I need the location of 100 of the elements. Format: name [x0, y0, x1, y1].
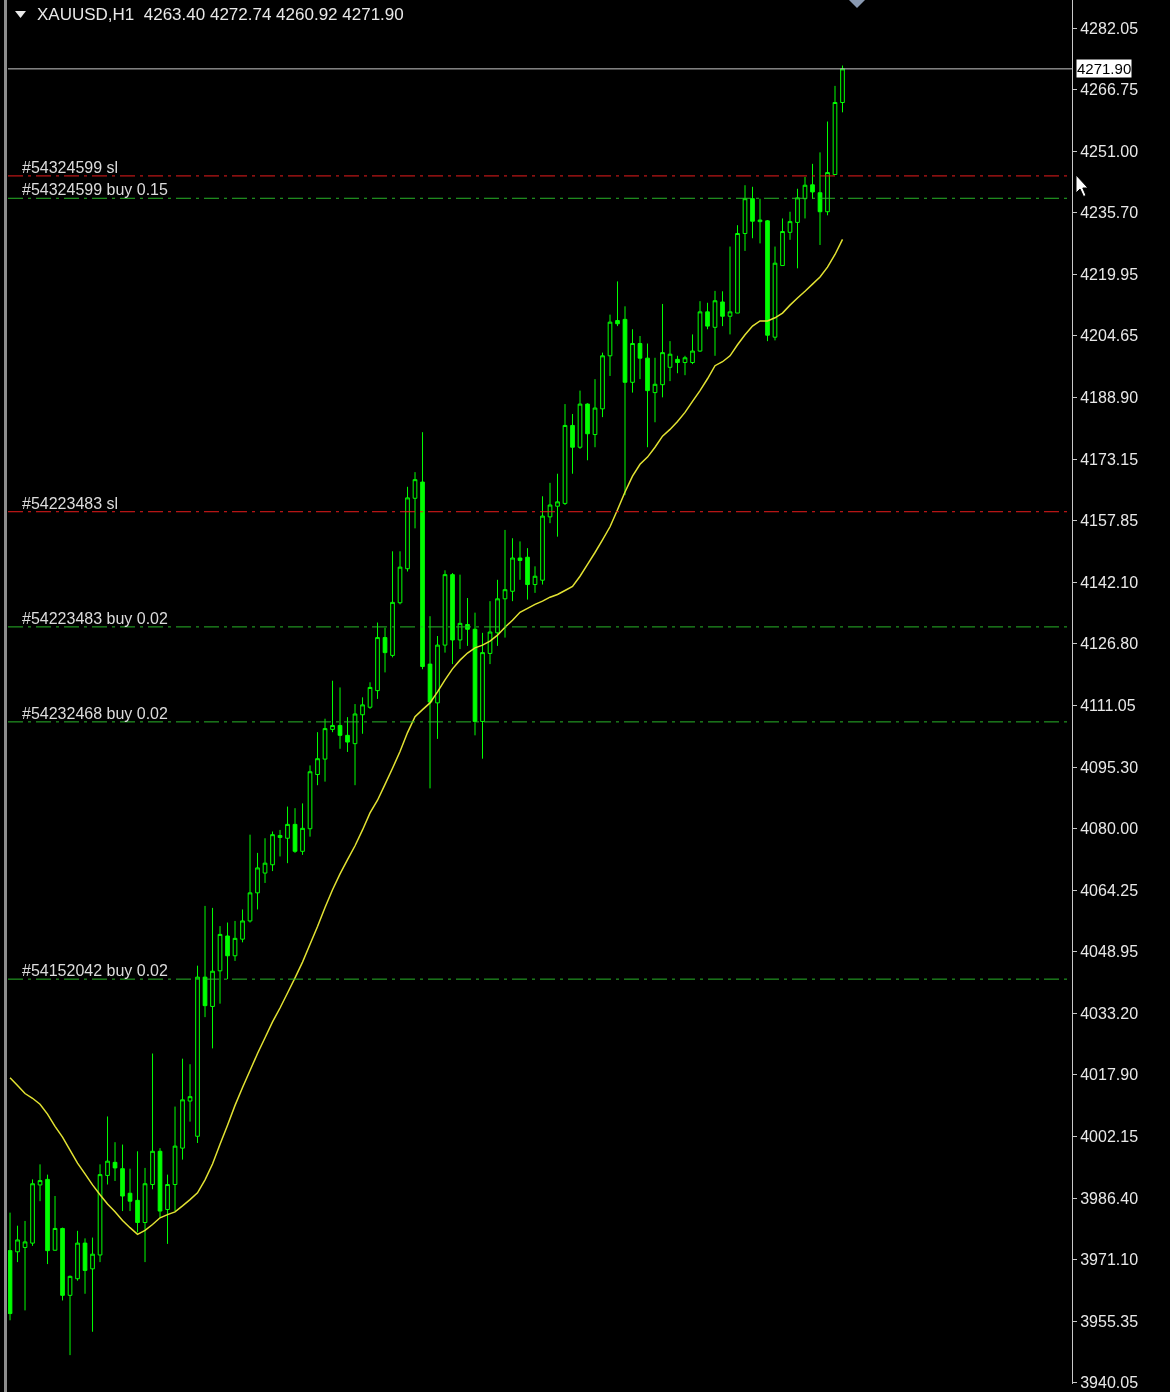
candlestick: [645, 343, 650, 448]
candlestick: [210, 907, 215, 1049]
candlestick: [780, 217, 785, 267]
candlestick: [667, 340, 673, 382]
candlestick: [502, 529, 508, 639]
candlestick: [67, 1275, 73, 1356]
candlestick: [495, 579, 500, 647]
candlestick: [697, 300, 703, 353]
candlestick: [97, 1163, 103, 1263]
candlestick: [345, 716, 350, 753]
y-tick-label: 4080.00: [1080, 819, 1139, 837]
y-tick-label: 4266.75: [1080, 80, 1139, 98]
candlestick: [172, 1106, 178, 1212]
candlestick: [337, 686, 343, 750]
candlestick: [285, 806, 290, 864]
candlestick: [472, 612, 478, 736]
y-tick-label: 4235.70: [1080, 203, 1139, 221]
candlestick: [37, 1163, 43, 1202]
candlestick: [180, 1058, 185, 1161]
candlestick: [817, 151, 823, 246]
candlestick: [450, 572, 455, 665]
candlestick: [60, 1227, 65, 1301]
y-tick-label: 3955.35: [1080, 1313, 1139, 1331]
y-tick-label: 4282.05: [1080, 20, 1139, 38]
candlestick: [127, 1168, 133, 1212]
candlestick: [517, 540, 523, 581]
y-tick-label: 4111.05: [1080, 697, 1136, 715]
ref-line-label: 4271.90: [1077, 60, 1132, 77]
ref-line-label: #54223483 buy 0.02: [22, 610, 169, 627]
candlestick: [555, 473, 560, 538]
candlestick: [825, 121, 830, 216]
y-tick-label: 3971.10: [1080, 1250, 1139, 1268]
y-tick-label: 4002.15: [1080, 1128, 1139, 1146]
candlestick: [795, 188, 800, 269]
y-tick-label: 3986.40: [1080, 1190, 1139, 1208]
candlestick: [105, 1115, 110, 1186]
candlestick: [487, 600, 493, 665]
y-tick-label: 4126.80: [1080, 634, 1139, 652]
candlestick: [750, 186, 755, 239]
candlestick: [480, 632, 485, 760]
candlestick: [660, 303, 665, 398]
candlestick: [8, 1212, 13, 1321]
ref-line-label: #54324599 sl: [22, 159, 119, 176]
candlestick: [360, 696, 365, 735]
candlestick: [120, 1144, 125, 1212]
candlestick: [322, 718, 328, 783]
candlestick: [330, 680, 335, 733]
candlestick: [165, 1174, 170, 1245]
candlestick: [742, 184, 748, 252]
y-tick-label: 4157.85: [1080, 511, 1139, 529]
candlestick: [82, 1237, 88, 1295]
y-tick-label: 4142.10: [1080, 574, 1139, 592]
candlestick: [600, 352, 605, 418]
y-tick-label: 4219.95: [1080, 266, 1139, 284]
y-tick-label: 4173.15: [1080, 451, 1139, 469]
y-tick-label: 3940.05: [1080, 1373, 1139, 1391]
candlestick: [622, 305, 628, 496]
candlestick: [682, 355, 688, 376]
candlestick: [397, 550, 403, 605]
candlestick: [22, 1220, 28, 1311]
candlestick: [270, 831, 275, 872]
candlestick: [240, 908, 245, 943]
y-tick-label: 4017.90: [1080, 1065, 1139, 1083]
candlestick: [150, 1053, 155, 1190]
y-tick-label: 4251.00: [1080, 143, 1139, 161]
candlestick: [390, 550, 395, 658]
candlestick: [615, 280, 620, 327]
candlestick: [202, 905, 208, 1018]
candlestick: [15, 1225, 20, 1263]
candlestick: [90, 1237, 95, 1333]
candlestick: [135, 1150, 140, 1233]
candlestick: [592, 378, 598, 448]
y-tick-label: 4048.95: [1080, 942, 1139, 960]
candlestick: [712, 290, 718, 357]
candlestick: [832, 85, 838, 176]
candlestick: [540, 495, 545, 586]
candlestick: [277, 829, 283, 857]
ref-line-label: #54324599 buy 0.15: [22, 181, 169, 198]
candlestick: [705, 302, 710, 330]
candlestick: [585, 402, 590, 461]
candlestick: [112, 1141, 118, 1182]
y-tick-label: 4204.65: [1080, 326, 1139, 344]
candlestick: [352, 703, 358, 786]
line-series: [9, 238, 844, 1236]
candlestick: [757, 198, 763, 244]
candlestick: [195, 965, 200, 1144]
candlestick: [457, 574, 463, 650]
candlestick: [840, 65, 845, 113]
y-tick-label: 4033.20: [1080, 1005, 1139, 1023]
candlestick: [727, 246, 733, 335]
candlestick: [52, 1195, 58, 1252]
candlestick: [637, 335, 643, 380]
candlestick: [442, 569, 448, 654]
y-tick-label: 4188.90: [1080, 388, 1139, 406]
candlestick: [217, 925, 223, 1005]
candlestick: [787, 211, 793, 241]
candlestick: [652, 357, 658, 423]
candlestick: [412, 471, 418, 529]
candlestick: [315, 731, 320, 786]
y-tick-label: 4095.30: [1080, 759, 1139, 777]
